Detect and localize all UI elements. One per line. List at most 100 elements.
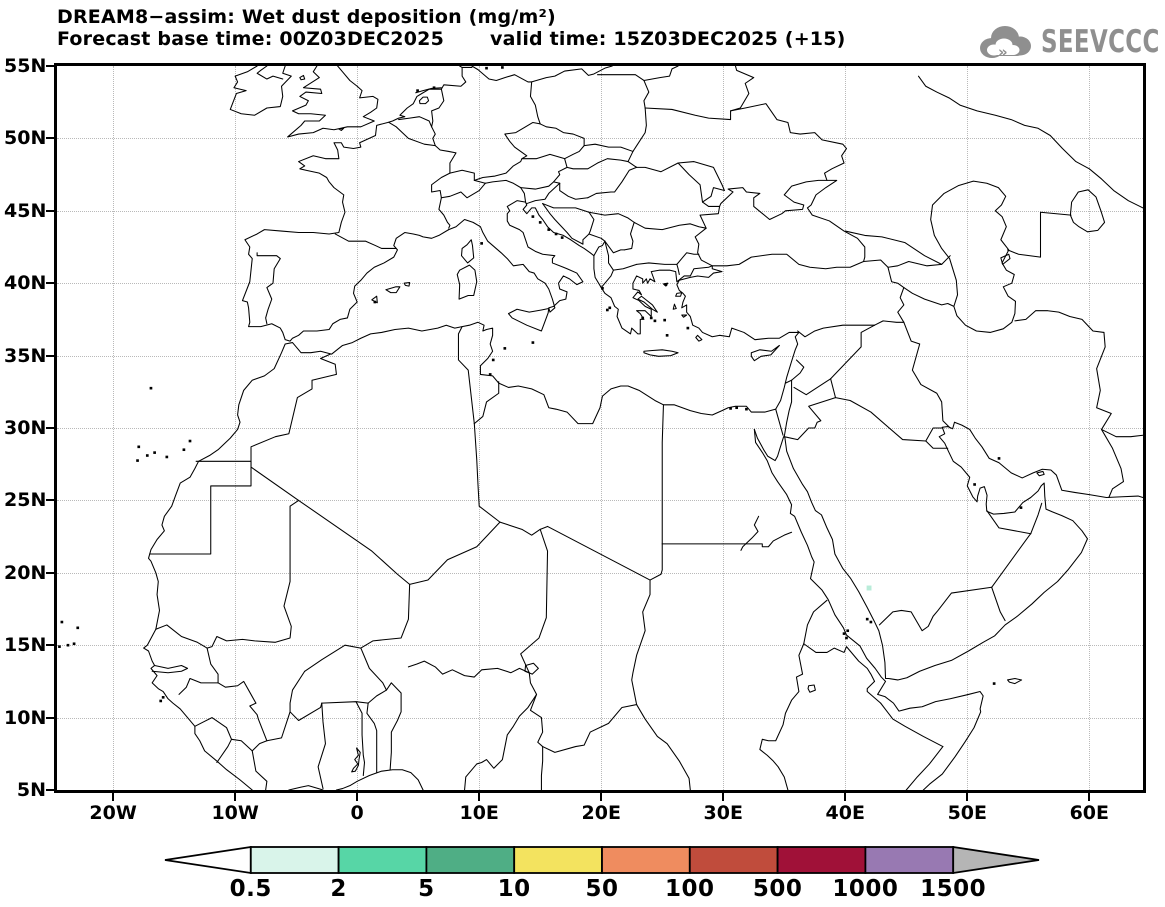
seevccc-logo: » SEEVCCC [974,22,1159,62]
island-speck [61,621,64,624]
map-outline [521,529,548,672]
map-outline [207,500,299,648]
forecast-base-label: Forecast base time: [57,28,273,50]
map-outline [918,76,1143,208]
map-outline [419,97,428,104]
island-speck [650,317,653,320]
map-outline [267,703,322,741]
y-axis-tick [46,65,54,67]
map-outline [361,584,410,648]
colorbar-label: 500 [730,876,826,902]
map-outline [992,534,1031,588]
y-axis-tick [46,499,54,501]
map-outline [794,379,831,395]
map-outline [144,180,865,790]
island-speck [608,307,611,310]
map-outline [881,703,943,746]
x-axis-label: 10E [444,802,514,824]
island-speck [993,682,996,685]
map-outline [548,526,650,580]
colorbar [163,846,1041,876]
map-outline [318,703,325,788]
island-speck [601,287,604,290]
x-axis-label: 30E [688,802,758,824]
map-outline [678,163,702,202]
map-outline [368,690,386,703]
logo-text: SEEVCCC [1041,24,1128,60]
map-outline [439,198,450,228]
colorbar-scale [163,846,1041,876]
map-outline [352,748,361,772]
map-outline [404,282,409,286]
map-outline [389,122,456,173]
y-axis-label: 5N [4,779,46,801]
map-canvas [57,66,1143,790]
x-axis-label: 10W [200,802,270,824]
x-axis-tick [478,793,480,801]
map-outline [992,587,1005,620]
chevrons-icon: » [998,43,1008,61]
island-speck [663,319,666,322]
y-axis-label: 55N [4,55,46,77]
island-speck [532,215,535,218]
map-outline [1070,190,1104,232]
y-axis-label: 10N [4,707,46,729]
map-outline [299,500,410,584]
island-speck [555,233,558,236]
island-speck [998,457,1001,460]
map-outline [1008,212,1071,257]
map-outline [508,309,548,331]
island-speck [745,408,748,411]
island-speck [735,406,738,409]
map-outline [784,380,791,436]
map-outline [521,188,526,202]
map-outline [1031,503,1042,533]
colorbar-segment [426,847,514,873]
map-outline [638,296,658,312]
map-outline [474,382,498,424]
map-outline [257,253,280,324]
y-axis-label: 25N [4,489,46,511]
y-axis-tick [46,789,54,791]
island-speck [532,341,535,344]
x-axis-tick [600,793,602,801]
x-axis-tick [356,793,358,801]
map-outline [416,88,442,93]
map-outline [250,703,267,790]
map-outline [906,747,943,790]
map-outline [1001,254,1010,264]
island-speck [146,454,149,457]
map-outline [300,75,305,79]
y-axis-label: 15N [4,634,46,656]
island-speck [165,456,168,459]
map-outline [634,222,706,229]
y-axis-label: 35N [4,345,46,367]
map-outline [808,685,815,692]
map-outline [207,648,218,683]
map-outline [628,151,633,161]
map-outline [150,461,251,554]
x-axis-tick [966,793,968,801]
island-speck [150,387,153,390]
map-outline [633,108,646,151]
map-outline [322,702,368,703]
map-outline [179,679,190,695]
map-outline [218,681,256,703]
map-outline [804,644,875,682]
x-axis-tick [844,793,846,801]
map-outline [741,516,759,550]
map-outline [601,241,613,287]
map-outline [682,315,687,317]
colorbar-label: 10 [466,876,562,902]
colorbar-label: 1500 [905,876,1001,902]
map-outline [522,154,565,158]
map-outline [776,409,783,435]
island-speck [973,483,976,486]
map-outline [926,428,943,441]
map-outline [624,222,634,250]
map-outline [588,192,611,198]
map-outline [879,587,991,630]
x-axis-tick [722,793,724,801]
map-outline [462,240,474,263]
map-outline [696,335,702,341]
